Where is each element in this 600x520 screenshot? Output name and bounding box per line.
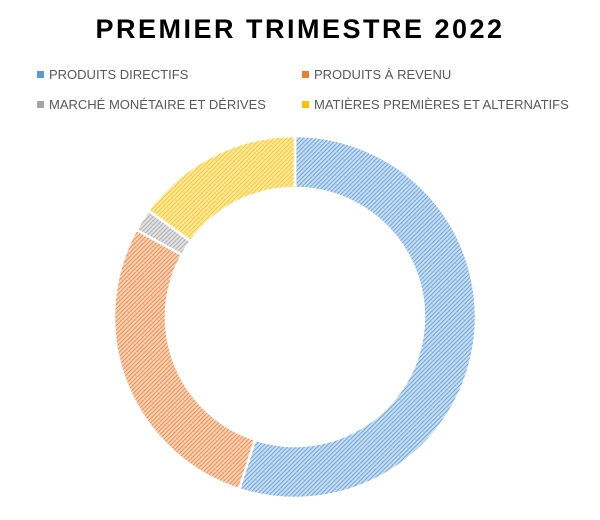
- legend-item: MATIÈRES PREMIÈRES ET ALTERNATIFS: [302, 97, 569, 112]
- legend-swatch: [37, 101, 44, 108]
- legend-swatch: [37, 71, 44, 78]
- legend-swatch: [302, 71, 309, 78]
- donut-slice: [237, 134, 478, 500]
- legend-swatch: [302, 101, 309, 108]
- legend-label: MATIÈRES PREMIÈRES ET ALTERNATIFS: [314, 97, 569, 112]
- legend-label: PRODUITS DIRECTIFS: [49, 67, 189, 82]
- donut-slice: [146, 134, 297, 243]
- legend-item: MARCHÉ MONÉTAIRE ET DÉRIVES: [37, 97, 266, 112]
- legend-item: PRODUITS DIRECTIFS: [37, 67, 188, 82]
- donut-slice: [112, 228, 257, 491]
- legend-label: MARCHÉ MONÉTAIRE ET DÉRIVES: [49, 97, 266, 112]
- chart-title: PREMIER TRIMESTRE 2022: [95, 14, 505, 44]
- legend-item: PRODUITS À REVENU: [302, 67, 451, 82]
- legend-label: PRODUITS À REVENU: [314, 67, 452, 82]
